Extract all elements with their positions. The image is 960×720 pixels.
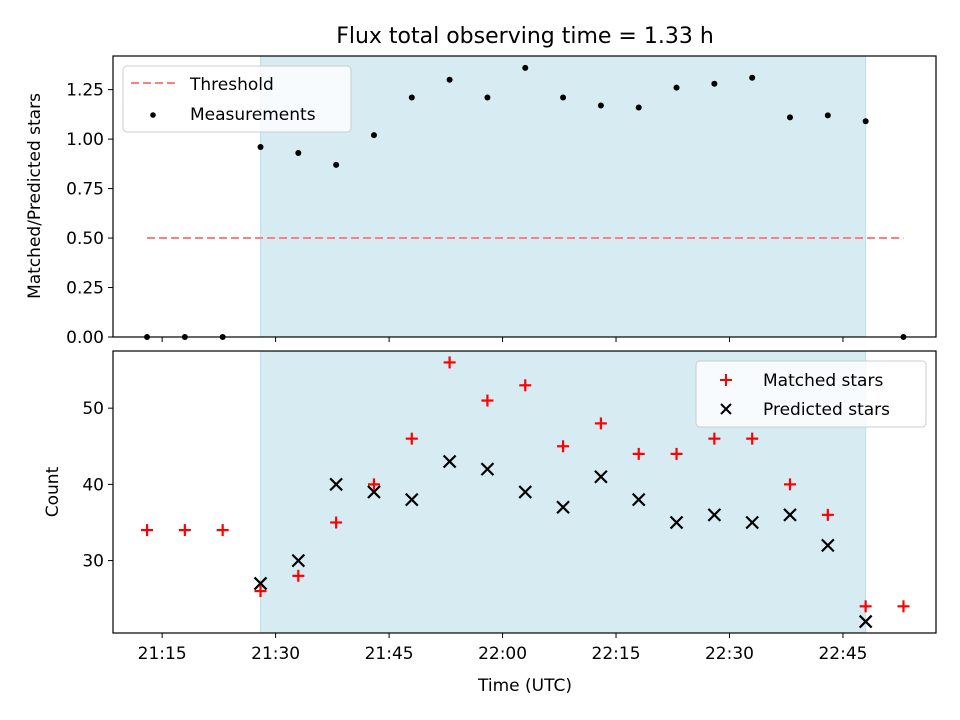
predicted-star-point [669, 515, 684, 530]
x-tick-label: 21:30 [251, 644, 300, 664]
bottom-y-tick-label: 40 [82, 475, 104, 495]
measurement-point [370, 132, 377, 139]
matched-star-point [292, 569, 305, 582]
matched-star-point [784, 478, 797, 491]
top-y-tick-label: 0.25 [66, 279, 104, 299]
x-axis-label: Time (UTC) [477, 676, 572, 696]
legend-measurements-label: Measurements [190, 105, 316, 125]
x-tick-label: 21:15 [138, 644, 187, 664]
legend-predicted-swatch [720, 403, 732, 415]
predicted-star-point [480, 462, 495, 476]
predicted-star-point [858, 614, 873, 629]
predicted-star-point [556, 500, 570, 515]
predicted-star-point [783, 508, 797, 522]
matched-star-point [216, 524, 229, 537]
top-y-tick-label: 1.25 [66, 81, 104, 101]
bottom-x-ticks: 21:15 21:30 21:45 22:00 22:15 22:30 22:45 [138, 633, 867, 664]
top-y-tick-label: 1.00 [66, 130, 104, 150]
count-points [141, 356, 910, 629]
legend-threshold-label: Threshold [189, 75, 274, 95]
predicted-star-point [442, 454, 457, 469]
matched-star-point [254, 585, 267, 598]
chart-title: Flux total observing time = 1.33 h [336, 24, 714, 49]
matched-star-point [746, 432, 759, 445]
predicted-star-point [631, 492, 646, 507]
matched-star-point [481, 394, 494, 407]
measurement-point [295, 149, 302, 156]
x-tick-label: 22:00 [478, 644, 527, 664]
measurement-point [446, 76, 453, 83]
legend-measurements-swatch [150, 112, 156, 118]
top-y-ticks: 0.00 0.25 0.50 0.75 1.00 1.25 [66, 81, 113, 348]
measurement-point [333, 161, 340, 168]
matched-star-point [594, 417, 607, 430]
matched-star-point [557, 440, 570, 453]
x-tick-label: 22:45 [818, 644, 867, 664]
measurement-point [787, 114, 794, 121]
measurement-point [711, 80, 718, 87]
top-panel: 0.00 0.25 0.50 0.75 1.00 1.25 Matched/Predict… [25, 55, 937, 348]
matched-star-point [330, 516, 343, 529]
measurement-point [673, 84, 680, 91]
matched-star-point [821, 508, 834, 521]
predicted-star-point [745, 515, 759, 530]
predicted-star-point [821, 538, 835, 553]
x-tick-label: 21:45 [365, 644, 414, 664]
top-x-ticks [161, 337, 844, 342]
matched-star-point [897, 600, 910, 613]
x-tick-label: 22:15 [592, 644, 641, 664]
top-y-axis-label: Matched/Predicted stars [25, 93, 45, 299]
matched-star-point [859, 600, 872, 613]
matched-star-point [519, 379, 532, 392]
top-y-tick-label: 0.00 [66, 328, 104, 348]
predicted-star-point [253, 576, 268, 591]
matched-star-point [367, 478, 380, 491]
bottom-y-tick-label: 50 [82, 399, 104, 419]
matched-star-point [178, 524, 191, 537]
matched-star-point [405, 432, 418, 445]
bottom-axes-frame [112, 350, 937, 634]
bottom-legend-box [695, 360, 927, 428]
predicted-star-point [594, 469, 608, 484]
predicted-star-point [291, 553, 306, 568]
measurement-point [484, 94, 491, 101]
predicted-star-point [518, 485, 533, 499]
measurement-point [862, 118, 869, 125]
measurement-point [560, 94, 567, 101]
predicted-star-point [405, 492, 419, 507]
predicted-star-point [707, 508, 722, 522]
bottom-y-ticks: 30 40 50 [82, 399, 113, 572]
measurement-point [597, 102, 604, 109]
x-tick-label: 22:30 [705, 644, 754, 664]
measurement-point [257, 144, 264, 151]
bottom-y-axis-label: Count [43, 466, 63, 517]
legend-predicted-label: Predicted stars [763, 400, 890, 420]
measurement-point [635, 104, 642, 111]
predicted-star-point [367, 485, 381, 499]
measurement-point [824, 112, 831, 119]
matched-star-point [632, 447, 645, 460]
measurement-point [408, 94, 415, 101]
top-axes-frame [112, 55, 937, 338]
top-legend: Threshold Measurements [122, 65, 352, 133]
matched-star-point [670, 447, 683, 460]
top-y-tick-label: 0.50 [66, 229, 104, 249]
top-observing-window [260, 55, 867, 338]
legend-matched-swatch [720, 374, 732, 386]
measurement-point [522, 64, 529, 71]
matched-star-point [443, 356, 456, 369]
bottom-panel: 30 40 50 21:15 21:30 21:45 22:00 22:15 22:30 22:… [43, 350, 937, 696]
matched-star-point [141, 524, 154, 537]
measurement-points [144, 64, 907, 340]
top-legend-box [122, 65, 352, 133]
bottom-legend: Matched stars Predicted stars [695, 360, 927, 428]
predicted-star-point [329, 477, 343, 492]
legend-matched-label: Matched stars [763, 371, 883, 391]
top-y-tick-label: 0.75 [66, 180, 104, 200]
bottom-y-tick-label: 30 [82, 552, 104, 572]
measurement-point [749, 74, 756, 81]
matched-star-point [708, 432, 721, 445]
